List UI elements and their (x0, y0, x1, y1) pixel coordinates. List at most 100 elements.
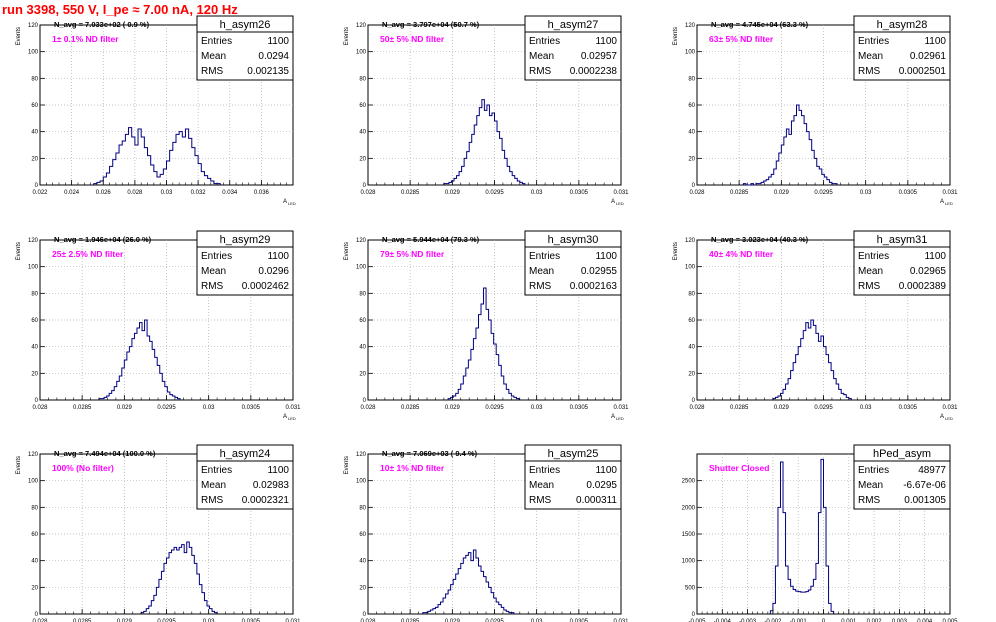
y-tick-label: 1000 (682, 559, 696, 565)
histogram-line (772, 319, 852, 400)
y-tick-label: 60 (359, 318, 366, 324)
y-axis-label: Events (16, 456, 22, 474)
histogram-line (443, 99, 526, 185)
y-tick-label: 20 (359, 371, 366, 377)
x-axis-label-subscript: LED (288, 416, 296, 421)
x-tick-label: 0.0305 (242, 619, 261, 622)
x-tick-label: 0.004 (917, 619, 933, 622)
x-tick-label: -0.004 (714, 619, 732, 622)
x-axis-label: A (940, 414, 944, 420)
x-tick-label: 0.0285 (401, 190, 420, 196)
filter-label: 50± 5% ND filter (380, 34, 445, 44)
stats-key: RMS (858, 281, 881, 292)
y-tick-label: 80 (359, 291, 366, 297)
filter-label: 100% (No filter) (52, 463, 114, 473)
x-tick-label: 0.0295 (814, 190, 833, 196)
stats-value: 1100 (595, 251, 617, 262)
x-tick-label: 0.031 (942, 405, 958, 411)
x-tick-label: 0.031 (285, 405, 301, 411)
x-tick-label: -0.003 (739, 619, 757, 622)
histogram-line (93, 127, 221, 185)
stats-key: Mean (858, 266, 883, 277)
x-tick-label: 0.024 (64, 190, 80, 196)
y-tick-label: 100 (28, 50, 39, 56)
x-tick-label: 0.028 (689, 405, 705, 411)
stats-key: Entries (858, 36, 889, 47)
y-tick-label: 100 (356, 50, 367, 56)
x-tick-label: 0.03 (531, 405, 543, 411)
stats-value: 0.002135 (247, 66, 289, 77)
x-tick-label: 0.03 (531, 619, 543, 622)
stats-value: 0.0002238 (570, 66, 618, 77)
y-tick-label: 40 (31, 559, 38, 565)
stats-value: 1100 (595, 36, 617, 47)
y-tick-label: 120 (685, 238, 696, 244)
stats-value: 0.0295 (586, 480, 617, 491)
stats-value: 48977 (918, 465, 946, 476)
y-axis-label: Events (344, 27, 350, 45)
x-axis-label-subscript: LED (945, 416, 953, 421)
y-tick-label: 80 (688, 76, 695, 82)
y-tick-label: 0 (692, 183, 696, 189)
stats-box (524, 230, 622, 296)
stats-value: 0.02983 (253, 480, 290, 491)
y-tick-label: 120 (356, 238, 367, 244)
y-tick-label: 120 (685, 23, 696, 29)
stats-key: Entries (529, 465, 560, 476)
histogram-h_asym30: 0.028 0.0285 0.029 0.0295 0.03 0.0305 0.031 0 20… (344, 230, 629, 421)
x-tick-label: 0.036 (254, 190, 270, 196)
stats-value: 0.02955 (581, 266, 618, 277)
stats-box (853, 15, 951, 81)
y-tick-label: 500 (685, 585, 696, 591)
x-tick-label: 0.031 (613, 190, 629, 196)
x-tick-label: 0.031 (942, 190, 958, 196)
x-axis-label-subscript: LED (616, 201, 624, 206)
y-tick-label: 0 (692, 612, 696, 618)
y-tick-label: 120 (28, 452, 39, 458)
stats-title: h_asym27 (548, 19, 599, 31)
histogram-line (769, 458, 835, 614)
y-tick-label: 0 (363, 612, 367, 618)
y-tick-label: 80 (31, 505, 38, 511)
stats-key: Mean (201, 266, 226, 277)
stats-value: 1100 (267, 465, 289, 476)
x-tick-label: 0.0285 (730, 405, 749, 411)
stats-box (524, 15, 622, 81)
stats-box (196, 230, 294, 296)
stats-value: 0.001305 (904, 495, 946, 506)
x-tick-label: 0.0285 (401, 619, 420, 622)
x-tick-label: 0.0295 (157, 619, 176, 622)
navg-label: N_avg = 3.797e+04 (50.7 %) (382, 20, 480, 29)
x-axis-label: A (283, 414, 287, 420)
y-tick-label: 2000 (682, 505, 696, 511)
stats-title: h_asym25 (548, 448, 599, 460)
x-tick-label: 0.001 (841, 619, 857, 622)
x-axis-label: A (940, 199, 944, 205)
y-tick-label: 20 (688, 156, 695, 162)
histogram-line (742, 104, 838, 186)
histogram-h_asym28: 0.028 0.0285 0.029 0.0295 0.03 0.0305 0.031 0 20… (673, 15, 958, 206)
x-tick-label: 0.005 (942, 619, 958, 622)
y-tick-label: 40 (688, 130, 695, 136)
x-tick-label: 0.0305 (570, 619, 589, 622)
filter-label: 63± 5% ND filter (709, 34, 774, 44)
navg-label: N_avg = 3.023e+04 (40.3 %) (711, 235, 809, 244)
y-tick-label: 60 (31, 532, 38, 538)
x-tick-label: 0.0295 (485, 619, 504, 622)
filter-label: 1± 0.1% ND filter (52, 34, 119, 44)
stats-value: 0.0296 (258, 266, 289, 277)
x-tick-label: 0.002 (867, 619, 883, 622)
stats-value: 1100 (924, 36, 946, 47)
x-tick-label: 0.0305 (899, 190, 918, 196)
x-tick-label: 0.0305 (570, 190, 589, 196)
x-tick-label: 0.0295 (485, 405, 504, 411)
stats-box (524, 444, 622, 510)
y-tick-label: 0 (35, 612, 39, 618)
stats-key: Mean (529, 266, 554, 277)
stats-key: RMS (858, 66, 881, 77)
x-tick-label: 0.03 (203, 619, 215, 622)
x-axis-label: A (283, 199, 287, 205)
y-tick-label: 20 (688, 371, 695, 377)
x-tick-label: 0.029 (445, 405, 461, 411)
navg-label: N_avg = 7.069e+03 ( 9.4 %) (382, 449, 478, 458)
